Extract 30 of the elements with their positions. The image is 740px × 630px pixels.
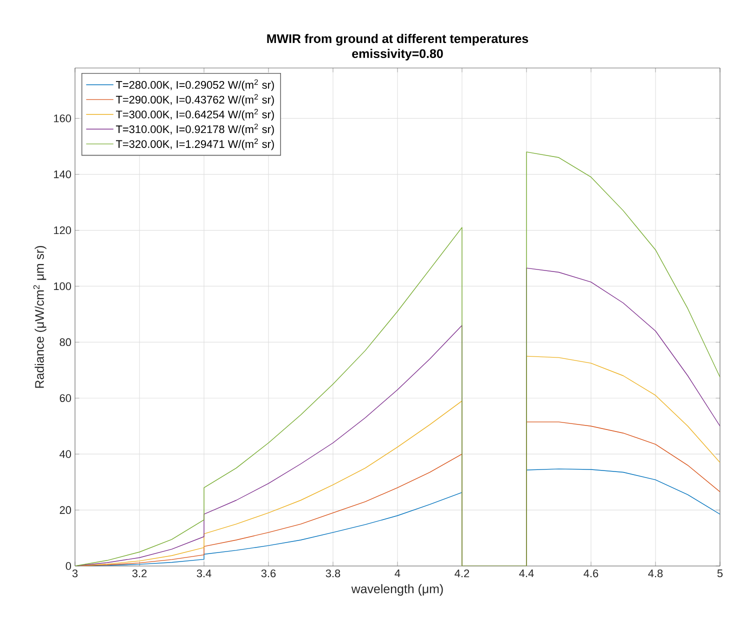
- y-tick-label: 40: [60, 450, 72, 458]
- y-tick-label: 0: [66, 562, 72, 570]
- y-tick-label: 20: [60, 506, 72, 514]
- x-tick-label: 4.4: [519, 570, 534, 578]
- legend-label: T=320.00K, I=1.29471 W/(m$^{2}$ sr): [116, 138, 274, 150]
- y-tick-label: 60: [60, 394, 72, 402]
- legend-label: T=290.00K, I=0.43762 W/(m$^{2}$ sr): [116, 94, 274, 106]
- x-axis-title: wavelength (μm): [351, 584, 443, 596]
- chart-title: MWIR from ground at different temperatures: [267, 34, 528, 46]
- chart-subtitle: emissivity=0.80: [352, 48, 443, 60]
- x-tick-label: 3.4: [196, 570, 212, 578]
- line-series: [75, 152, 720, 566]
- x-tick-label: 4.2: [454, 570, 470, 578]
- y-tick-label: 140: [54, 170, 72, 178]
- legend-label: T=300.00K, I=0.64254 W/(m$^{2}$ sr): [116, 108, 274, 121]
- x-tick-label: 4: [394, 570, 400, 578]
- x-tick-label: 3.6: [261, 570, 276, 578]
- legend-label: T=310.00K, I=0.92178 W/(m$^{2}$ sr): [116, 124, 274, 136]
- x-tick-label: 3.2: [132, 570, 147, 578]
- y-tick-label: 80: [60, 338, 72, 346]
- x-tick-label: 4.6: [584, 570, 598, 578]
- legend-label: T=280.00K, I=0.29052 W/(m$^{2}$ sr): [116, 79, 274, 91]
- x-tick-label: 5: [717, 570, 723, 578]
- y-tick-label: 160: [54, 114, 72, 122]
- y-axis-title: Radiance (μW/cm$^{2}$ μm sr): [33, 246, 46, 388]
- x-tick-label: 4.8: [648, 570, 663, 578]
- x-tick-label: 3: [72, 570, 78, 578]
- x-tick-label: 3.8: [326, 570, 340, 578]
- y-tick-label: 120: [54, 226, 72, 234]
- y-tick-label: 100: [54, 282, 72, 290]
